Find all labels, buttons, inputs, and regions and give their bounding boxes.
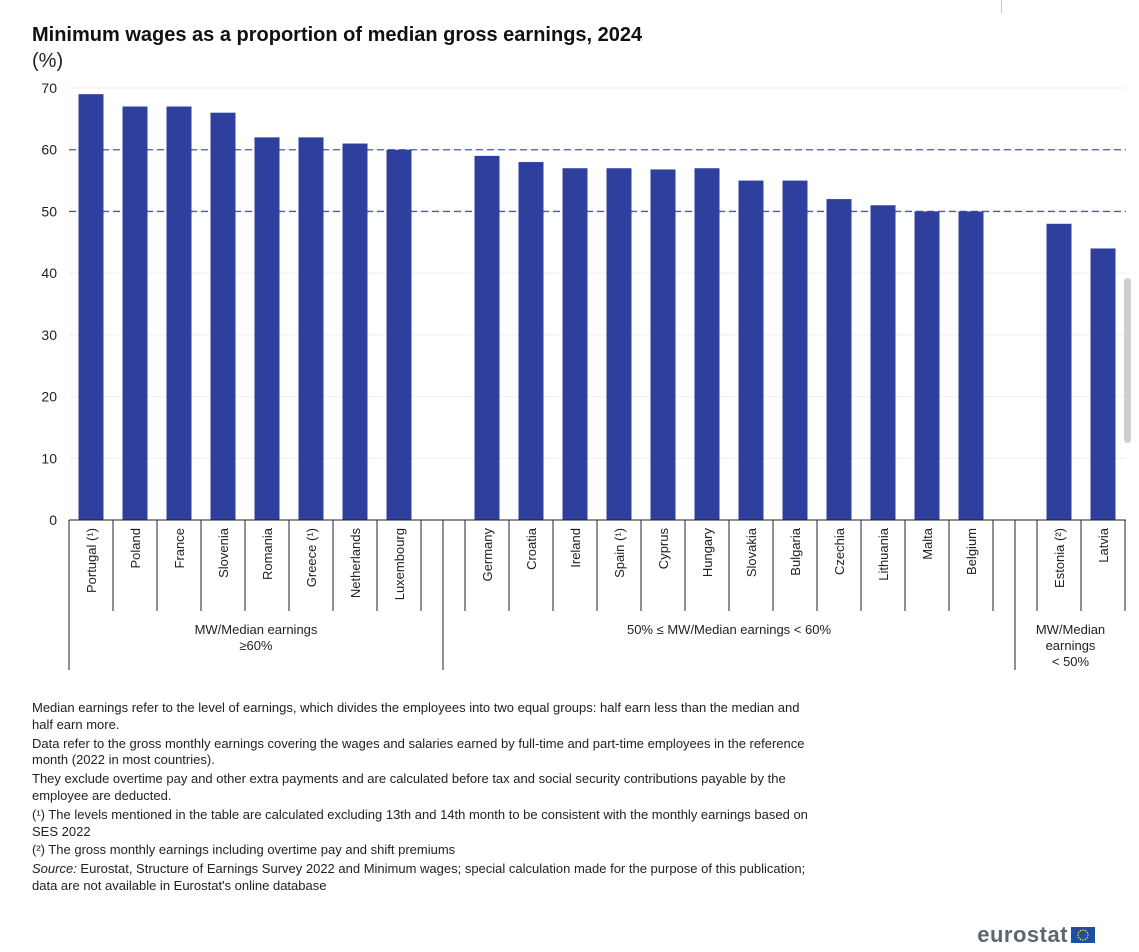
bar (166, 106, 192, 520)
y-tick-label: 60 (41, 142, 57, 158)
x-tick-label: Lithuania (876, 527, 891, 581)
x-tick-label: Cyprus (656, 528, 671, 570)
bar (782, 180, 808, 521)
bar (298, 137, 324, 520)
bar (386, 149, 412, 520)
y-tick-label: 40 (41, 265, 57, 281)
group-label-line: earnings (1046, 638, 1096, 653)
group-label-line: 50% ≤ MW/Median earnings < 60% (627, 622, 831, 637)
note-median-definition: Median earnings refer to the level of ea… (32, 700, 800, 732)
top-divider (1001, 0, 1002, 13)
group-label-line: ≥60% (239, 638, 273, 653)
bar (870, 205, 896, 520)
bar (78, 94, 104, 521)
bar (606, 168, 632, 520)
bar (738, 180, 764, 521)
x-tick-label: Spain (¹) (612, 528, 627, 578)
bar (650, 169, 676, 520)
x-tick-label: Czechia (832, 527, 847, 575)
x-tick-label: Ireland (568, 528, 583, 568)
x-tick-label: France (172, 528, 187, 568)
x-tick-label: Estonia (²) (1052, 528, 1067, 588)
bar (1090, 248, 1116, 520)
bar (210, 112, 236, 520)
x-tick-label: Hungary (700, 528, 715, 578)
source-note: Source: Eurostat, Structure of Earnings … (32, 861, 812, 895)
note-exclusions: They exclude overtime pay and other extr… (32, 771, 786, 803)
chart-notes: Median earnings refer to the level of ea… (32, 700, 812, 897)
unit-label: (%) (32, 50, 64, 72)
x-tick-label: Slovakia (744, 527, 759, 577)
eurostat-logo: eurostat (977, 922, 1095, 948)
bar (694, 168, 720, 520)
chart-title: Minimum wages as a proportion of median … (32, 24, 643, 46)
bar (122, 106, 148, 520)
bar (254, 137, 280, 520)
y-tick-label: 70 (41, 80, 57, 96)
x-tick-label: Greece (¹) (304, 528, 319, 587)
y-tick-label: 50 (41, 203, 57, 219)
x-tick-label: Bulgaria (788, 527, 803, 575)
x-tick-label: Portugal (¹) (84, 528, 99, 593)
y-tick-label: 0 (49, 512, 57, 528)
bar (562, 168, 588, 520)
source-label: Source: (32, 861, 77, 877)
bar (826, 199, 852, 521)
x-tick-label: Malta (920, 527, 935, 560)
bar (342, 143, 368, 521)
bar (1046, 223, 1072, 520)
y-tick-label: 10 (41, 450, 57, 466)
footnote-2: (²) The gross monthly earnings including… (32, 842, 456, 858)
x-tick-label: Latvia (1096, 527, 1111, 562)
group-label-line: < 50% (1052, 654, 1090, 669)
group-label-line: MW/Median (1036, 622, 1105, 637)
source-text: Eurostat, Structure of Earnings Survey 2… (32, 861, 806, 893)
x-tick-label: Romania (260, 527, 275, 580)
x-tick-label: Poland (128, 528, 143, 568)
bar (914, 211, 940, 520)
footnote-1: (¹) The levels mentioned in the table ar… (32, 806, 808, 839)
y-tick-label: 30 (41, 327, 57, 343)
group-label: 50% ≤ MW/Median earnings < 60% (627, 622, 831, 637)
x-tick-label: Slovenia (216, 527, 231, 578)
group-label: MW/Median earnings ≥60% (195, 622, 318, 653)
group-label: MW/Median earnings < 50% (1036, 622, 1105, 669)
bar (958, 211, 984, 520)
x-tick-label: Netherlands (348, 528, 363, 599)
scrollbar-thumb[interactable] (1124, 278, 1131, 443)
x-tick-label: Belgium (964, 528, 979, 575)
eu-flag-icon (1071, 927, 1095, 943)
x-tick-label: Luxembourg (392, 528, 407, 600)
bar-chart: 0 10 20 30 40 50 60 70 Portugal (¹) Poland France S… (41, 80, 1126, 670)
x-tick-label: Croatia (524, 527, 539, 570)
note-gross-earnings: Data refer to the gross monthly earnings… (32, 735, 805, 768)
bar (474, 155, 500, 520)
x-tick-label: Germany (480, 528, 495, 582)
y-tick-label: 20 (41, 389, 57, 405)
group-label-line: MW/Median earnings (195, 622, 318, 637)
bar (518, 162, 544, 521)
logo-text: eurostat (977, 922, 1068, 947)
